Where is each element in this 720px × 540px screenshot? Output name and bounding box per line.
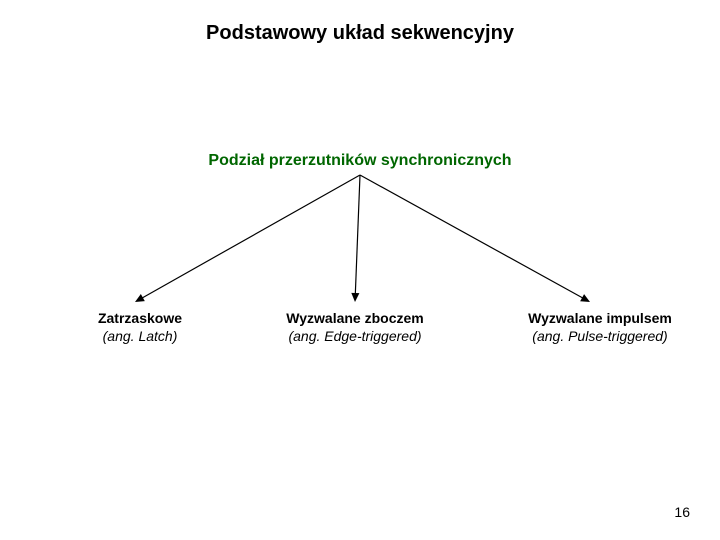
diagram-root-label: Podział przerzutników synchronicznych	[0, 152, 720, 170]
arrow-head-1	[351, 293, 359, 302]
leaf-2-title: Wyzwalane impulsem	[500, 310, 700, 328]
arrow-layer	[0, 0, 720, 540]
leaf-1-title: Wyzwalane zboczem	[255, 310, 455, 328]
leaf-0-title: Zatrzaskowe	[60, 310, 220, 328]
leaf-1-subtitle: (ang. Edge-triggered)	[255, 328, 455, 346]
arrow-line-2	[360, 175, 585, 299]
arrow-head-0	[135, 294, 145, 302]
page-title: Podstawowy układ sekwencyjny	[0, 22, 720, 45]
leaf-2-subtitle: (ang. Pulse-triggered)	[500, 328, 700, 346]
arrow-line-0	[140, 175, 360, 299]
arrow-head-2	[580, 294, 590, 302]
page-number: 16	[674, 504, 690, 520]
leaf-0: Zatrzaskowe(ang. Latch)	[60, 310, 220, 345]
leaf-0-subtitle: (ang. Latch)	[60, 328, 220, 346]
leaf-2: Wyzwalane impulsem(ang. Pulse-triggered)	[500, 310, 700, 345]
leaf-1: Wyzwalane zboczem(ang. Edge-triggered)	[255, 310, 455, 345]
arrow-line-1	[355, 175, 360, 297]
